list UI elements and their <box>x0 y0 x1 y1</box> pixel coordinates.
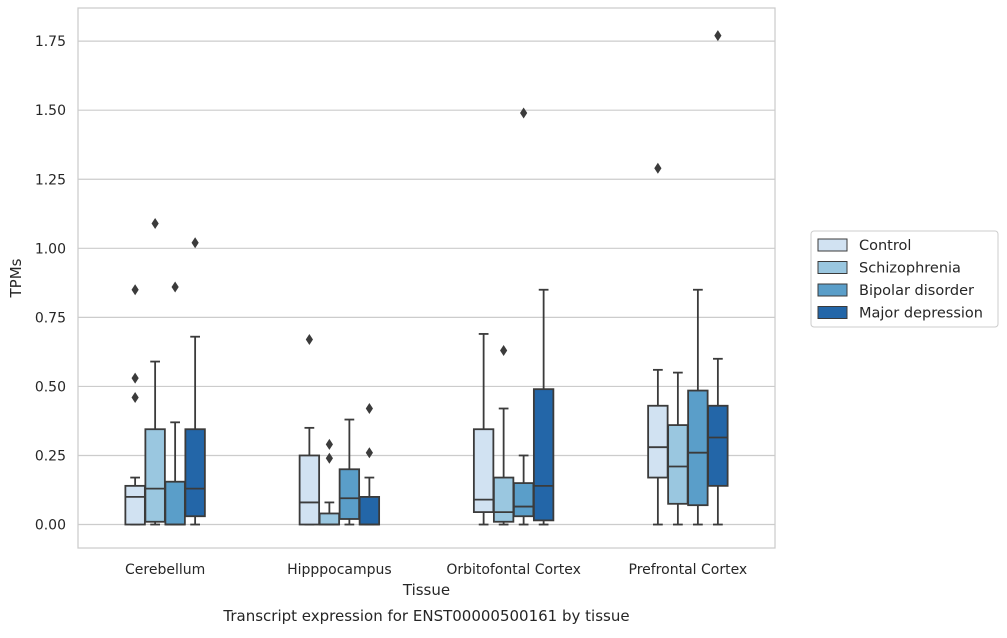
box-body <box>298 454 321 526</box>
x-tick-label: Orbitofontal Cortex <box>446 562 581 578</box>
legend-swatch <box>817 261 848 274</box>
outlier-point <box>365 403 373 415</box>
outlier-point <box>191 237 199 249</box>
outlier-point <box>325 452 333 464</box>
y-tick-label: 0.25 <box>35 448 66 464</box>
y-tick-label: 1.50 <box>35 103 66 119</box>
x-tick-label: Hipppocampus <box>287 562 392 578</box>
outlier-point <box>305 333 313 345</box>
box-series <box>124 30 729 526</box>
box-major-depression <box>358 403 381 526</box>
box-body <box>318 512 341 526</box>
box-body <box>687 389 709 507</box>
box-control <box>298 333 321 526</box>
box-body <box>472 428 495 513</box>
y-tick-label: 0.75 <box>35 310 66 326</box>
legend-label: Control <box>859 238 911 254</box>
box-bipolar-disorder <box>512 107 535 526</box>
y-tick-label: 1.75 <box>35 34 66 50</box>
box-control <box>124 284 146 526</box>
box-body <box>492 476 515 523</box>
outlier-point <box>500 345 508 357</box>
x-tick-label: Prefrontal Cortex <box>629 562 748 578</box>
box-body <box>124 484 146 526</box>
outlier-point <box>520 107 528 119</box>
outlier-point <box>151 217 159 229</box>
box-body <box>164 480 186 526</box>
box-body <box>358 496 381 526</box>
outlier-point <box>131 372 139 384</box>
x-tick-label: Cerebellum <box>125 562 205 578</box>
legend-label: Schizophrenia <box>859 261 961 277</box>
box-control <box>647 162 669 526</box>
y-tick-label: 0.50 <box>35 379 66 395</box>
outlier-point <box>131 391 139 403</box>
box-body <box>532 388 555 522</box>
chart-caption: Transcript expression for ENST0000050016… <box>222 607 629 625</box>
box-bipolar-disorder <box>164 281 186 526</box>
box-schizophrenia <box>492 345 515 526</box>
outlier-point <box>325 438 333 450</box>
legend-swatch <box>817 238 848 252</box>
box-body <box>184 428 206 518</box>
box-body <box>512 482 535 518</box>
outlier-point <box>171 281 179 293</box>
box-body <box>338 468 361 520</box>
legend-label: Major depression <box>859 306 983 322</box>
legend-frame <box>810 230 999 328</box>
box-major-depression <box>532 288 555 526</box>
box-bipolar-disorder <box>687 288 709 526</box>
y-axis-label: TPMs <box>7 258 25 298</box>
outlier-point <box>714 30 722 42</box>
outlier-point <box>365 447 373 459</box>
x-axis-label: Tissue <box>402 581 450 599</box>
plot-frame <box>77 7 776 549</box>
y-tick-label: 1.25 <box>35 172 66 188</box>
outlier-point <box>131 284 139 296</box>
legend-label: Bipolar disorder <box>859 283 974 299</box>
box-schizophrenia <box>144 217 166 526</box>
box-control <box>472 333 495 526</box>
box-bipolar-disorder <box>338 418 361 526</box>
legend-swatch <box>817 283 848 297</box>
box-body <box>667 424 689 505</box>
outlier-point <box>654 162 662 174</box>
box-body <box>144 428 166 523</box>
y-tick-label: 1.00 <box>35 241 66 257</box>
box-major-depression <box>184 237 206 526</box>
box-body <box>647 404 669 479</box>
box-schizophrenia <box>318 438 341 526</box>
y-tick-label: 0.00 <box>35 518 66 534</box>
box-major-depression <box>707 30 729 526</box>
legend: Control Schizophrenia Bipolar disorder Majo… <box>810 230 999 328</box>
box-body <box>707 404 729 487</box>
box-schizophrenia <box>667 371 689 526</box>
y-tick-labels: 0.00 0.25 0.50 0.75 1.00 1.25 1.50 1.75 <box>35 34 66 533</box>
legend-swatch <box>817 306 848 319</box>
x-tick-labels: Cerebellum Hipppocampus Orbitofontal Corte… <box>125 562 747 578</box>
